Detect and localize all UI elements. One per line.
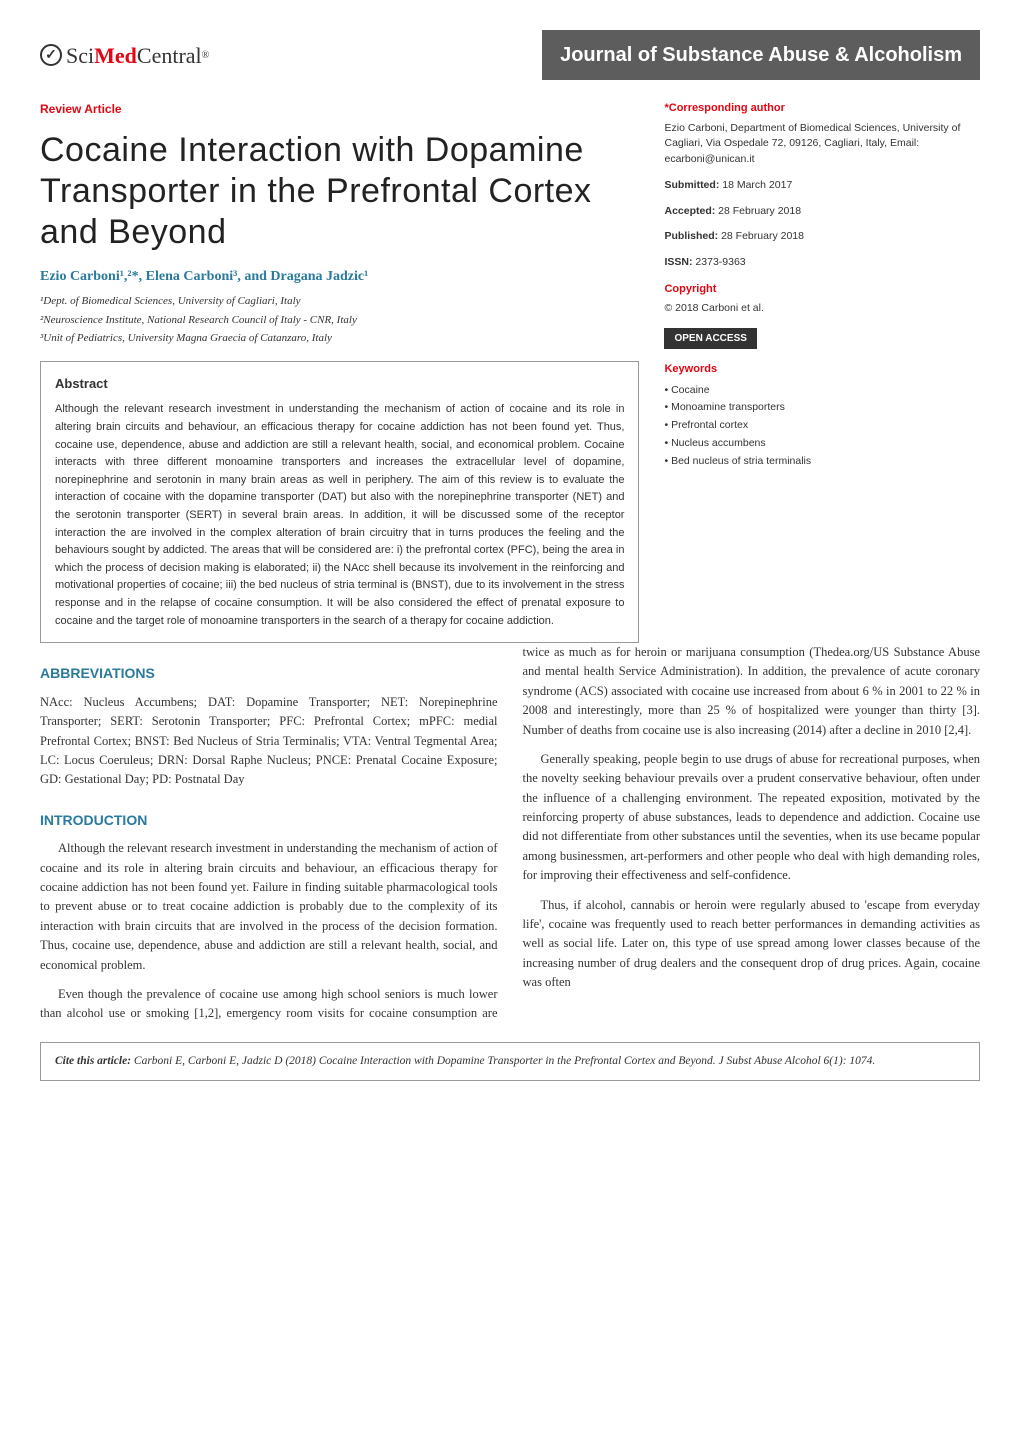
citation-label: Cite this article: [55, 1055, 131, 1067]
affiliation-3: ³Unit of Pediatrics, University Magna Gr… [40, 330, 639, 347]
affiliation-2: ²Neuroscience Institute, National Resear… [40, 312, 639, 329]
publisher-logo: SciMedCentral® [40, 39, 209, 72]
intro-paragraph: Although the relevant research investmen… [40, 839, 498, 975]
journal-name-bar: Journal of Substance Abuse & Alcoholism [542, 30, 980, 80]
published-date: 28 February 2018 [721, 230, 804, 242]
open-access-badge: OPEN ACCESS [664, 328, 756, 349]
submitted-label: Submitted: [664, 179, 719, 191]
logo-part-med: Med [94, 39, 137, 72]
keyword-item: • Cocaine [664, 382, 980, 400]
left-column: Review Article Cocaine Interaction with … [40, 100, 639, 643]
abstract-box: Abstract Although the relevant research … [40, 361, 639, 643]
accepted-row: Accepted: 28 February 2018 [664, 204, 980, 220]
copyright-heading: Copyright [664, 281, 980, 298]
keyword-item: • Prefrontal cortex [664, 417, 980, 435]
keyword-item: • Monoamine transporters [664, 399, 980, 417]
accepted-label: Accepted: [664, 205, 715, 217]
intro-paragraph: Thus, if alcohol, cannabis or heroin wer… [523, 896, 981, 993]
issn-value: 2373-9363 [695, 256, 745, 268]
submitted-date: 18 March 2017 [722, 179, 792, 191]
keywords-list: • Cocaine • Monoamine transporters • Pre… [664, 382, 980, 471]
copyright-text: © 2018 Carboni et al. [664, 301, 980, 317]
authors: Ezio Carboni¹,²*, Elena Carboni³, and Dr… [40, 266, 639, 287]
introduction-heading: INTRODUCTION [40, 810, 498, 832]
intro-paragraph: Generally speaking, people begin to use … [523, 750, 981, 886]
keyword-item: • Bed nucleus of stria terminalis [664, 453, 980, 471]
registered-icon: ® [202, 48, 210, 63]
issn-label: ISSN: [664, 256, 692, 268]
article-type: Review Article [40, 100, 639, 118]
keywords-heading: Keywords [664, 361, 980, 378]
published-row: Published: 28 February 2018 [664, 229, 980, 245]
main-content: Review Article Cocaine Interaction with … [40, 100, 980, 643]
article-title: Cocaine Interaction with Dopamine Transp… [40, 130, 639, 252]
accepted-date: 28 February 2018 [718, 205, 801, 217]
abbreviations-heading: ABBREVIATIONS [40, 663, 498, 685]
abbreviations-text: NAcc: Nucleus Accumbens; DAT: Dopamine T… [40, 693, 498, 790]
sidebar: *Corresponding author Ezio Carboni, Depa… [664, 100, 980, 643]
citation-box: Cite this article: Carboni E, Carboni E,… [40, 1042, 980, 1081]
keyword-item: • Nucleus accumbens [664, 435, 980, 453]
abstract-heading: Abstract [55, 374, 624, 394]
citation-text: Carboni E, Carboni E, Jadzic D (2018) Co… [134, 1055, 875, 1067]
header-row: SciMedCentral® Journal of Substance Abus… [40, 30, 980, 80]
abstract-text: Although the relevant research investmen… [55, 401, 624, 630]
submitted-row: Submitted: 18 March 2017 [664, 178, 980, 194]
corresponding-author-text: Ezio Carboni, Department of Biomedical S… [664, 121, 980, 168]
logo-part-sci: Sci [66, 39, 94, 72]
body-two-column: ABBREVIATIONS NAcc: Nucleus Accumbens; D… [40, 643, 980, 1024]
corresponding-author-heading: *Corresponding author [664, 100, 980, 117]
published-label: Published: [664, 230, 718, 242]
checkmark-icon [40, 44, 62, 66]
issn-row: ISSN: 2373-9363 [664, 255, 980, 271]
affiliation-1: ¹Dept. of Biomedical Sciences, Universit… [40, 293, 639, 310]
logo-part-central: Central [137, 39, 202, 72]
